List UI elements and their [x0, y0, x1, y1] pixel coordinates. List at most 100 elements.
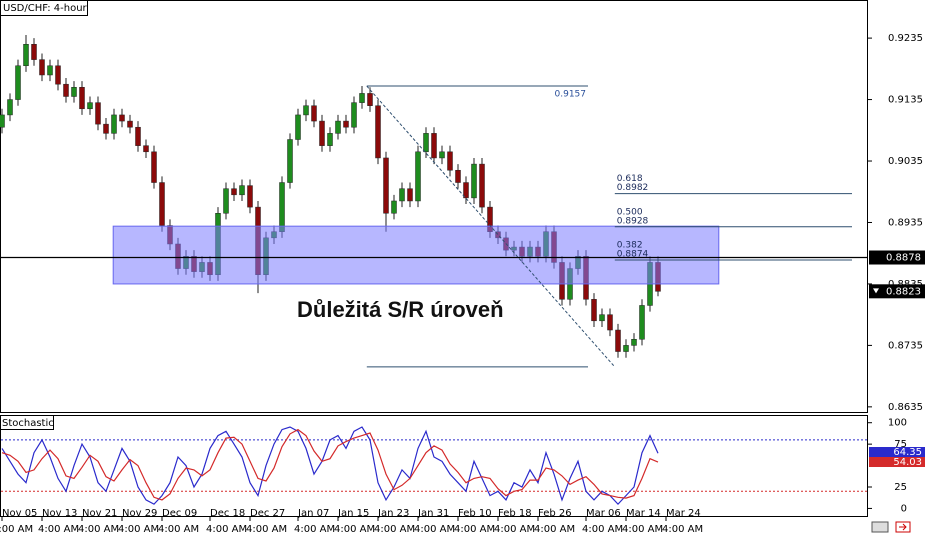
- candle-body: [327, 133, 333, 146]
- candle-body: [63, 83, 69, 97]
- candle-body: [639, 305, 645, 340]
- candle-body: [471, 163, 477, 199]
- fib-ratio: 0.382: [617, 240, 643, 250]
- fib-price: 0.8982: [617, 183, 649, 193]
- x-tick-label: Feb 26: [538, 508, 572, 519]
- candle-body: [79, 87, 85, 110]
- candle-body: [95, 102, 101, 125]
- x-tick-label: Dec 27: [250, 508, 285, 519]
- x-tick-label: Jan 07: [297, 508, 329, 519]
- candle-body: [223, 188, 229, 214]
- candle-body: [31, 44, 37, 60]
- x-tick-label: Dec 18: [210, 508, 245, 519]
- fib-diagonal: [366, 85, 616, 368]
- candle-body: [415, 151, 421, 202]
- x-tick-label: Jan 31: [417, 508, 449, 519]
- fib-ratio: 0.500: [617, 207, 643, 217]
- x-tick-label: Nov 05: [2, 508, 37, 519]
- y-tick-label: 0.9235: [888, 33, 923, 44]
- chart-title: USD/CHF: 4-hour: [3, 3, 88, 14]
- candle-body: [455, 169, 461, 183]
- candle-body: [303, 105, 309, 116]
- x-tick-time: 4:00 AM: [158, 524, 199, 535]
- x-tick-time: 4:00 AM: [294, 524, 335, 535]
- x-tick-time: 4:00 AM: [118, 524, 159, 535]
- y-tick-label: 0.8735: [888, 340, 923, 351]
- candle-body: [311, 105, 317, 122]
- x-tick-time: 4:00 AM: [534, 524, 575, 535]
- x-tick-label: Jan 15: [337, 508, 369, 519]
- x-tick-time: 4:00 AM: [78, 524, 119, 535]
- x-tick-label: Nov 29: [122, 508, 157, 519]
- x-tick-time: 8:00 AM: [0, 524, 33, 535]
- stoch-tick-label: 75: [894, 439, 907, 450]
- candle-body: [343, 120, 349, 128]
- candle-body: [591, 299, 597, 322]
- stoch-line: [1, 426, 659, 505]
- x-tick-label: Mar 06: [586, 508, 621, 519]
- y-tick-label: 0.9135: [888, 95, 923, 106]
- y-tick-label: 0.8935: [888, 217, 923, 228]
- candle-body: [71, 87, 77, 97]
- stoch-title: Stochastic: [2, 418, 54, 429]
- fib-price: 0.8928: [617, 216, 649, 226]
- x-tick-label: Dec 09: [162, 508, 197, 519]
- candle-body: [607, 314, 613, 331]
- candle-body: [431, 133, 437, 159]
- last-price-marker: [873, 288, 879, 294]
- candle-body: [287, 139, 293, 183]
- x-tick-time: 4:00 AM: [206, 524, 247, 535]
- x-tick-time: 4:00 AM: [374, 524, 415, 535]
- title-box: [0, 0, 88, 16]
- last-price-box: [869, 284, 925, 299]
- candle-body: [439, 151, 445, 159]
- stoch-title-box: [0, 415, 54, 430]
- candle-body: [23, 44, 29, 67]
- x-tick-label: Mar 24: [666, 508, 701, 519]
- candle-body: [319, 120, 325, 146]
- sr-zone: [112, 225, 720, 285]
- x-tick-label: Jan 23: [377, 508, 409, 519]
- stoch-tick-label: 25: [894, 482, 907, 493]
- icon[interactable]: [871, 521, 889, 533]
- candle-body: [375, 105, 381, 159]
- x-tick-label: Nov 13: [42, 508, 77, 519]
- candle-body: [39, 59, 45, 76]
- last-price-label: 0.8823: [886, 286, 921, 297]
- candle-body: [407, 188, 413, 202]
- x-tick-time: 4:00 AM: [246, 524, 287, 535]
- candle-body: [463, 182, 469, 199]
- stoch-value-label: 64.35: [893, 447, 922, 458]
- x-tick-time: 4:00 AM: [582, 524, 623, 535]
- candle-body: [631, 339, 637, 346]
- candle-body: [599, 314, 605, 322]
- x-tick-label: Nov 21: [82, 508, 117, 519]
- candle-body: [151, 151, 157, 183]
- candle-body: [367, 93, 373, 106]
- stoch-value-box: [869, 457, 925, 467]
- candle-body: [295, 114, 301, 140]
- candle-body: [143, 145, 149, 153]
- fib-high-label: 0.9157: [555, 90, 587, 100]
- stoch-value-label: 54.03: [893, 457, 922, 468]
- candle-body: [279, 182, 285, 232]
- candle-body: [423, 133, 429, 153]
- candle-body: [55, 65, 61, 85]
- x-tick-time: 4:00 AM: [38, 524, 79, 535]
- candle-body: [103, 123, 109, 134]
- candle-body: [399, 188, 405, 202]
- candle-body: [479, 163, 485, 208]
- icon-arrow: [899, 523, 907, 531]
- stoch-line: [1, 428, 659, 501]
- candle-body: [159, 182, 165, 226]
- candle-body: [127, 120, 133, 128]
- x-tick-time: 4:00 AM: [494, 524, 535, 535]
- candle-body: [383, 157, 389, 214]
- candle-body: [239, 185, 245, 196]
- x-tick-time: 4:00 AM: [414, 524, 455, 535]
- candle-body: [47, 65, 53, 76]
- candle-body: [15, 65, 21, 100]
- fib-ratio: 0.618: [617, 174, 643, 184]
